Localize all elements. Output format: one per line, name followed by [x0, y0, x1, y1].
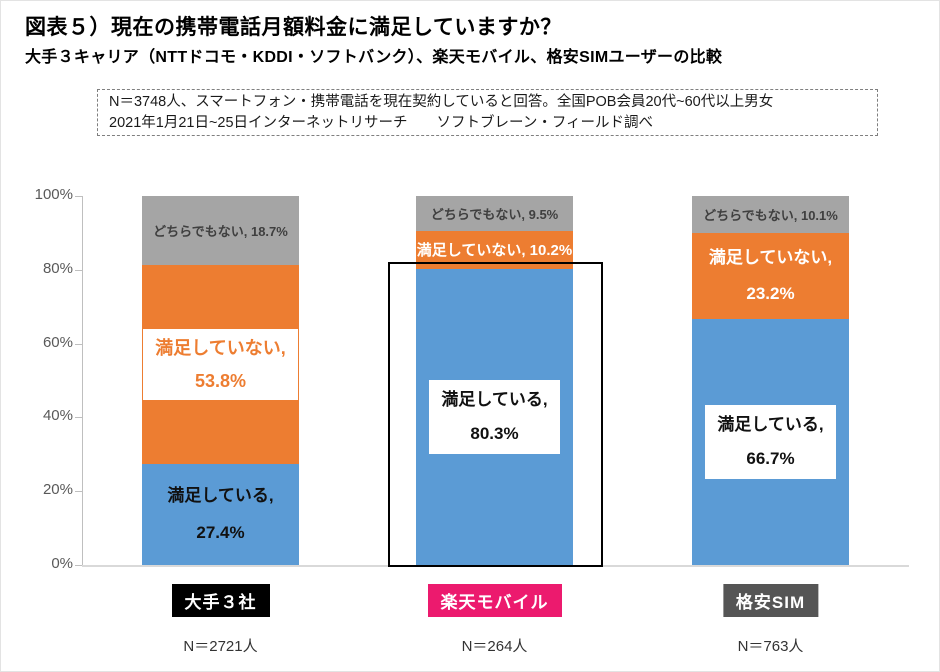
segment-label: どちらでもない, 18.7% — [153, 221, 288, 240]
segment-label: 満足している, 80.3% — [429, 379, 560, 454]
y-axis-tick — [75, 343, 82, 345]
segment-label-line: 80.3% — [470, 423, 519, 443]
segment-label: 満足している, 27.4% — [167, 477, 273, 552]
segment-label-line: どちらでもない, 18.7% — [153, 224, 288, 240]
category-badge: 大手３社 — [171, 584, 270, 617]
survey-note-box: N＝3748人、スマートフォン・携帯電話を現在契約していると回答。全国POB会員… — [97, 89, 878, 136]
y-axis-tick — [75, 417, 82, 419]
segment-label: どちらでもない, 9.5% — [431, 204, 558, 223]
segment-label-line: 53.8% — [194, 370, 247, 391]
segment-label-line: 23.2% — [746, 284, 795, 304]
sample-size-label: N＝763人 — [737, 638, 804, 655]
segment-label: 満足していない, 53.8% — [143, 329, 298, 400]
segment-label: 満足していない, 23.2% — [709, 240, 832, 311]
segment-label-line: 満足していない, — [155, 338, 286, 359]
sample-size-label: N＝264人 — [461, 638, 528, 655]
segment-label-line: 満足していない, 10.2% — [416, 242, 573, 260]
y-axis-line — [82, 196, 83, 565]
highlight-rectangle — [388, 261, 603, 567]
segment-label-line: 満足している, — [717, 414, 824, 434]
category-badge: 楽天モバイル — [427, 584, 562, 617]
y-axis-tick-label: 0% — [51, 555, 73, 572]
bar-segment-満足していない: 満足していない, 53.8% — [142, 265, 299, 464]
segment-label-line: どちらでもない, 10.1% — [703, 208, 838, 224]
y-axis-tick — [75, 269, 82, 271]
segment-label: 満足していない, 10.2% — [417, 239, 572, 260]
bar-segment-どちらでもない: どちらでもない, 10.1% — [692, 196, 849, 234]
segment-label-line: 66.7% — [746, 448, 795, 468]
category-badge: 格安SIM — [722, 584, 819, 617]
y-axis-tick-label: 20% — [42, 481, 73, 499]
segment-label: どちらでもない, 10.1% — [703, 205, 838, 224]
segment-label-line: 満足している, — [441, 389, 548, 409]
segment-label-line: どちらでもない, 9.5% — [430, 207, 559, 223]
segment-label-line: 27.4% — [196, 523, 245, 543]
y-axis-tick-label: 60% — [42, 333, 73, 351]
y-axis-tick-label: 100% — [34, 186, 73, 203]
bar-segment-満足している: 満足している, 27.4% — [142, 463, 299, 565]
survey-note-line1: N＝3748人、スマートフォン・携帯電話を現在契約していると回答。全国POB会員… — [109, 94, 774, 110]
bar-segment-どちらでもない: どちらでもない, 18.7% — [142, 196, 299, 266]
y-axis-tick — [75, 196, 82, 197]
bar-segment-どちらでもない: どちらでもない, 9.5% — [416, 196, 573, 232]
y-axis-tick — [75, 565, 82, 566]
bar-segment-満足していない: 満足していない, 23.2% — [692, 233, 849, 319]
survey-note-line2: 2021年1月21日~25日インターネットリサーチ ソフトブレーン・フィールド調… — [109, 115, 654, 131]
segment-label-line: 満足している, — [167, 486, 274, 506]
bar-segment-満足している: 満足している, 80.3% — [416, 268, 573, 565]
sample-size-label: N＝2721人 — [183, 638, 258, 655]
y-axis-tick-label: 80% — [42, 259, 73, 277]
segment-label-line: 満足していない, — [708, 248, 833, 268]
y-axis-tick-label: 40% — [42, 407, 73, 425]
segment-label: 満足している, 66.7% — [705, 404, 836, 479]
page-title: 図表５）現在の携帯電話月額料金に満足していますか？ — [25, 16, 562, 39]
page-subtitle: 大手３キャリア（NTTドコモ・KDDI・ソフトバンク）、楽天モバイル、格安SIM… — [25, 49, 723, 66]
bar-segment-満足している: 満足している, 66.7% — [692, 318, 849, 565]
y-axis-tick — [75, 491, 82, 493]
